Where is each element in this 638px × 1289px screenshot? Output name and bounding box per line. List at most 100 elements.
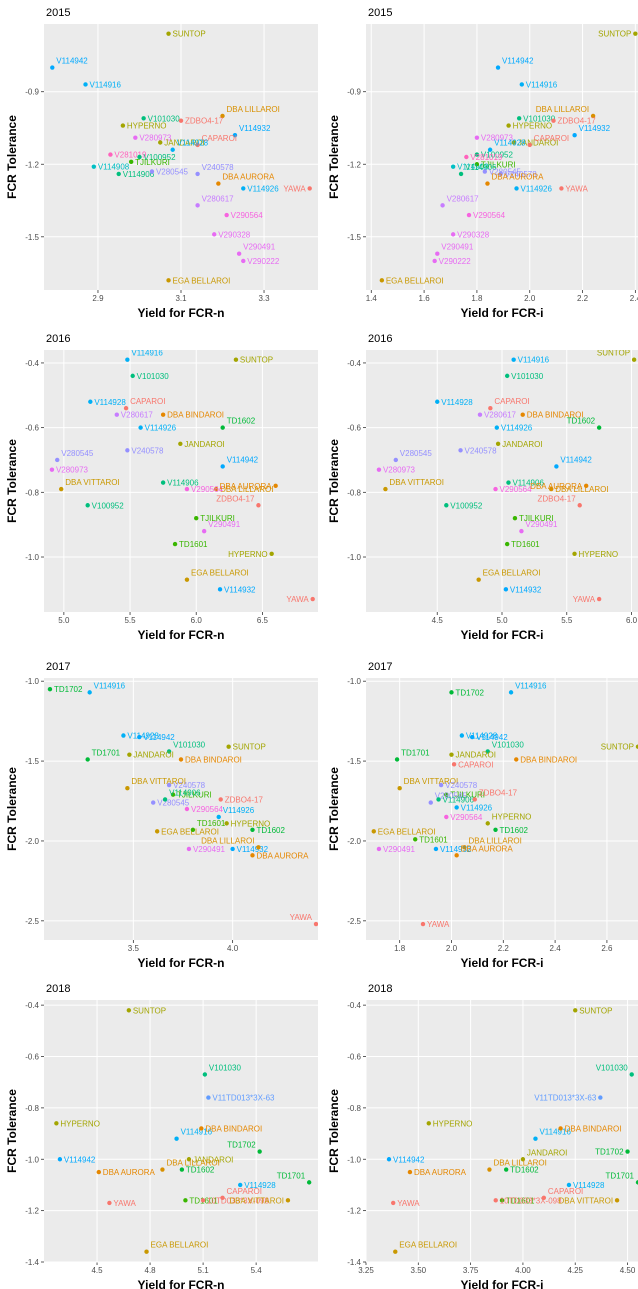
point-label: V114916: [515, 681, 547, 690]
point-label: V114932: [224, 585, 256, 594]
data-point: [194, 515, 199, 521]
panel-background: [44, 350, 318, 612]
point-label: V280617: [484, 411, 517, 420]
x-tick-label: 6.5: [257, 616, 269, 625]
point-label: TD1602: [256, 826, 285, 835]
data-point: [217, 587, 223, 592]
point-label: CAPAROI: [227, 1187, 262, 1196]
y-tick-label: -2.5: [25, 917, 39, 926]
point-label: V114926: [501, 424, 533, 433]
data-point: [257, 1149, 262, 1154]
data-point: [85, 757, 90, 762]
data-point: [306, 1180, 312, 1185]
point-label: TD1701: [401, 748, 430, 757]
point-label: DBA BINDAROI: [185, 755, 242, 764]
point-label: JANDAROI: [133, 751, 173, 760]
data-point: [54, 1121, 59, 1126]
data-point: [138, 425, 143, 430]
y-axis-title: FCR Tolerance: [327, 1089, 341, 1173]
point-label: V290564: [450, 813, 483, 822]
data-point: [506, 123, 511, 128]
point-label: JANDAROI: [518, 138, 558, 147]
point-label: V100952: [143, 153, 176, 162]
point-label: V114908: [457, 163, 489, 172]
data-point: [511, 357, 516, 362]
data-point: [184, 806, 190, 812]
data-point: [178, 757, 184, 762]
data-point: [459, 733, 465, 738]
data-point: [493, 827, 498, 832]
data-point: [449, 752, 454, 757]
data-point: [598, 1095, 603, 1100]
point-label: V114926: [223, 806, 255, 815]
data-point: [166, 782, 172, 788]
x-tick-label: 5.0: [496, 616, 508, 625]
point-label: V280545: [156, 168, 189, 177]
point-label: DBA VITTAROI: [229, 1196, 284, 1205]
panel-background: [44, 678, 318, 940]
data-point: [166, 278, 171, 283]
data-point: [494, 425, 500, 430]
point-label: V101030: [148, 114, 181, 123]
x-tick-label: 5.5: [561, 616, 573, 625]
data-point: [440, 203, 445, 208]
x-tick-label: 5.5: [124, 616, 136, 625]
point-label: DBA LILLAROI: [555, 485, 608, 494]
point-label: DBA LILLAROI: [468, 836, 521, 845]
data-point: [551, 118, 556, 123]
x-tick-label: 6.0: [626, 616, 638, 625]
point-label: YAWA: [283, 184, 306, 193]
point-label: EGA BELLAROI: [378, 827, 436, 836]
data-point: [160, 412, 166, 417]
data-point: [485, 821, 490, 826]
data-point: [376, 846, 382, 852]
y-tick-label: -1.5: [25, 757, 39, 766]
y-tick-label: -1.0: [25, 553, 39, 562]
point-label: V290564: [231, 211, 264, 220]
data-point: [220, 1195, 225, 1200]
data-point: [172, 541, 178, 547]
point-label: CAPAROI: [130, 397, 165, 406]
x-tick-label: 6.0: [191, 616, 203, 625]
x-axis-title: Yield for FCR-i: [461, 1278, 544, 1289]
data-point: [493, 1198, 498, 1203]
point-label: DBA BINDAROI: [520, 755, 577, 764]
data-point: [519, 528, 524, 534]
data-point: [224, 212, 229, 218]
point-label: V280973: [56, 466, 89, 475]
data-point: [121, 733, 126, 738]
panel-title: 2015: [368, 7, 392, 19]
x-tick-label: 4.50: [620, 1266, 636, 1275]
point-label: V114932: [440, 845, 472, 854]
data-point: [474, 162, 480, 167]
data-point: [428, 800, 433, 805]
point-label: V114928: [94, 398, 126, 407]
point-label: DBA AURORA: [491, 173, 544, 182]
point-label: DBA AURORA: [222, 173, 275, 182]
point-label: JANDAROI: [164, 138, 204, 147]
point-label: V114928: [127, 732, 159, 741]
point-label: V114916: [539, 1128, 571, 1137]
x-tick-label: 5.1: [198, 1266, 210, 1275]
data-point: [184, 486, 190, 492]
point-label: DBA VITTAROI: [559, 1196, 614, 1205]
data-point: [438, 782, 444, 788]
data-point: [195, 171, 200, 177]
data-point: [633, 31, 638, 36]
point-label: V114916: [131, 349, 163, 358]
point-label: ZDBO4-17: [479, 788, 518, 797]
point-label: V280617: [447, 194, 480, 203]
data-point: [195, 142, 200, 148]
point-label: SUNTOP: [598, 30, 631, 39]
data-point: [91, 164, 97, 169]
point-label: DBA BINDAROI: [565, 1124, 622, 1133]
y-tick-label: -1.4: [347, 1258, 361, 1267]
point-label: V290491: [525, 520, 558, 529]
data-point: [393, 457, 398, 463]
point-label: CAPAROI: [534, 134, 569, 143]
point-label: V11TD013*3X-63: [212, 1094, 275, 1103]
y-tick-label: -1.2: [347, 160, 361, 169]
y-tick-label: -0.8: [25, 488, 39, 497]
x-tick-label: 5.4: [251, 1266, 263, 1275]
